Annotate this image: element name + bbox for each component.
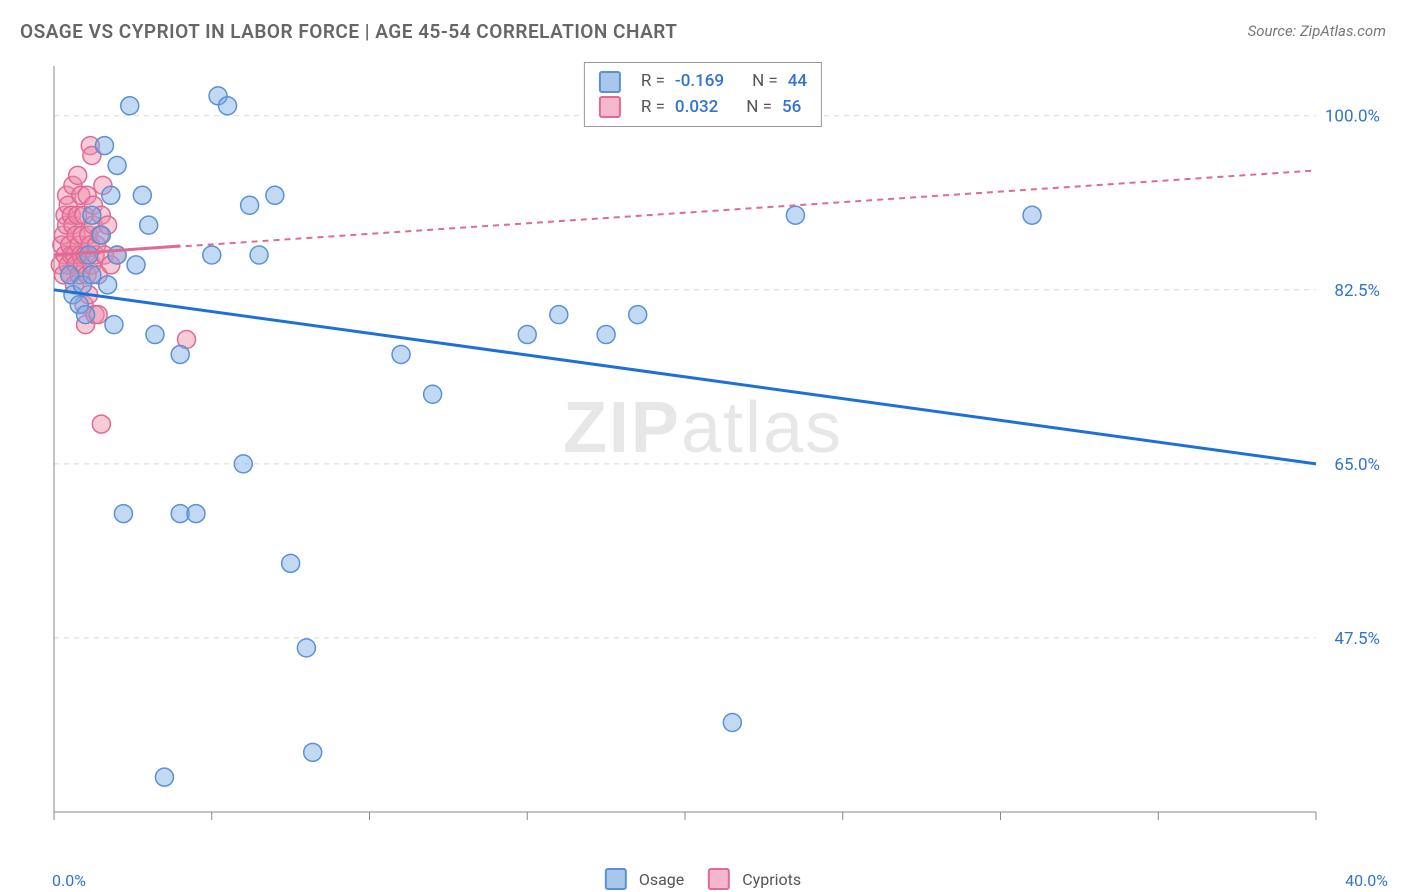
- corr-row-osage: R = -0.169 N = 44: [599, 69, 807, 95]
- x-axis-min: 0.0%: [52, 871, 86, 890]
- chart-container: OSAGE VS CYPRIOT IN LABOR FORCE | AGE 45…: [0, 0, 1406, 892]
- legend-swatch-osage: [605, 868, 627, 890]
- chart-svg: 100.0% 82.5% 65.0% 47.5%: [50, 56, 1386, 842]
- legend-label-osage: Osage: [639, 870, 684, 889]
- svg-text:47.5%: 47.5%: [1334, 629, 1380, 649]
- correlation-legend: R = -0.169 N = 44 R = 0.032 N = 56: [584, 62, 822, 127]
- r-label: R =: [641, 69, 665, 95]
- swatch-cypriots: [599, 96, 621, 118]
- r-value-cypriots: 0.032: [675, 95, 718, 121]
- svg-text:82.5%: 82.5%: [1334, 281, 1380, 301]
- r-label: R =: [641, 95, 665, 121]
- svg-text:100.0%: 100.0%: [1325, 107, 1380, 127]
- legend-item-cypriots: Cypriots: [708, 868, 801, 890]
- series-legend: Osage Cypriots: [605, 868, 801, 890]
- source-label: Source: ZipAtlas.com: [1248, 22, 1386, 40]
- n-value-cypriots: 56: [782, 95, 801, 121]
- chart-title: OSAGE VS CYPRIOT IN LABOR FORCE | AGE 45…: [20, 20, 677, 43]
- x-axis-max: 40.0%: [1345, 871, 1388, 890]
- n-value-osage: 44: [788, 69, 807, 95]
- swatch-osage: [599, 71, 621, 93]
- corr-row-cypriots: R = 0.032 N = 56: [599, 95, 807, 121]
- svg-text:65.0%: 65.0%: [1334, 455, 1380, 475]
- r-value-osage: -0.169: [675, 69, 724, 95]
- legend-swatch-cypriots: [708, 868, 730, 890]
- legend-label-cypriots: Cypriots: [742, 870, 801, 889]
- n-label: N =: [746, 95, 772, 121]
- n-label: N =: [752, 69, 778, 95]
- legend-item-osage: Osage: [605, 868, 684, 890]
